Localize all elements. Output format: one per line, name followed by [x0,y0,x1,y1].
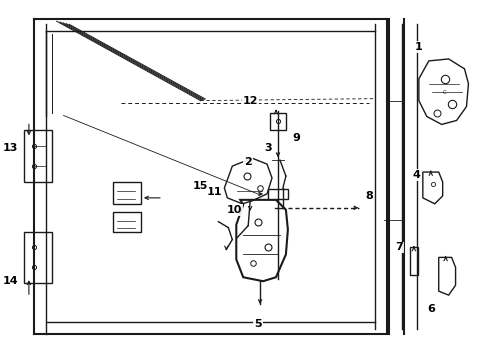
Text: 7: 7 [395,243,403,252]
Text: 15: 15 [193,181,208,191]
FancyBboxPatch shape [268,189,288,199]
Text: 9: 9 [292,133,300,143]
Text: 2: 2 [245,157,252,167]
Text: 6: 6 [427,304,435,314]
Text: 3: 3 [264,143,272,153]
Text: 5: 5 [254,319,262,329]
Text: 12: 12 [243,96,258,105]
Text: 8: 8 [366,191,373,201]
Text: 13: 13 [2,143,18,153]
FancyBboxPatch shape [410,247,418,275]
Text: C: C [443,90,446,95]
Text: 1: 1 [415,42,423,52]
Text: 4: 4 [413,170,421,180]
Text: 14: 14 [2,276,18,286]
Text: 11: 11 [207,187,222,197]
FancyBboxPatch shape [113,182,141,204]
FancyBboxPatch shape [270,113,286,130]
FancyBboxPatch shape [113,212,141,231]
Text: 10: 10 [226,205,242,215]
